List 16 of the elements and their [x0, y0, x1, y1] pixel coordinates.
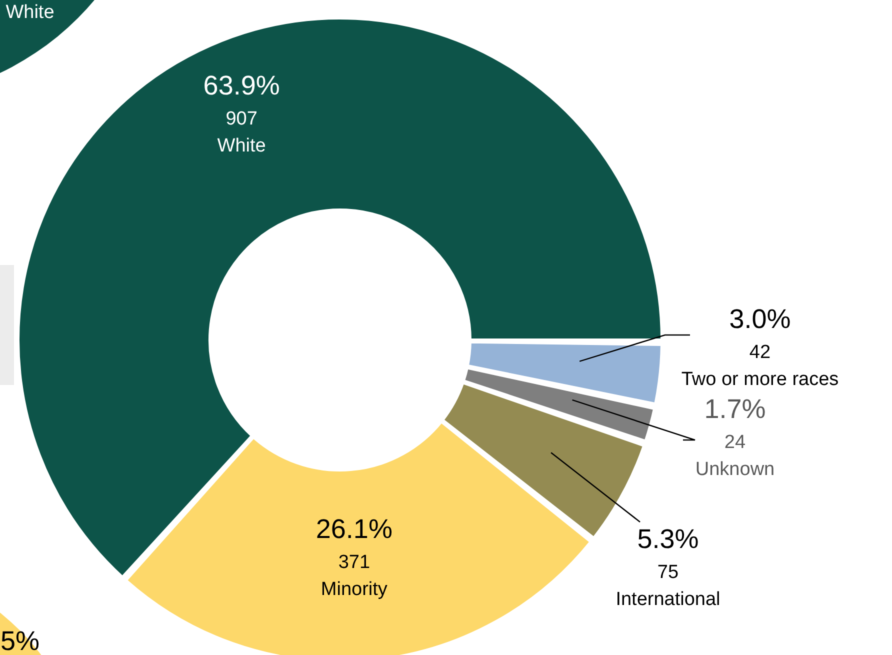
text: 42	[749, 342, 771, 363]
data-label: 1.7%	[704, 394, 766, 424]
slice-label: White	[217, 136, 266, 157]
data-label: 26.1%	[316, 514, 392, 544]
data-label: 63.9%	[203, 70, 280, 101]
slice-label: International	[616, 589, 720, 610]
data-label: 5.3%	[637, 524, 699, 554]
data-label: 3.0%	[729, 304, 791, 334]
slice-label: Unknown	[695, 459, 775, 480]
slice-label: Minority	[320, 579, 388, 600]
text: 24	[724, 432, 746, 453]
slice-label: Two or more races	[681, 369, 839, 390]
text: 371	[338, 552, 370, 574]
text: 75	[657, 562, 679, 583]
text: 907	[226, 108, 258, 130]
slice-label: White	[6, 2, 54, 23]
